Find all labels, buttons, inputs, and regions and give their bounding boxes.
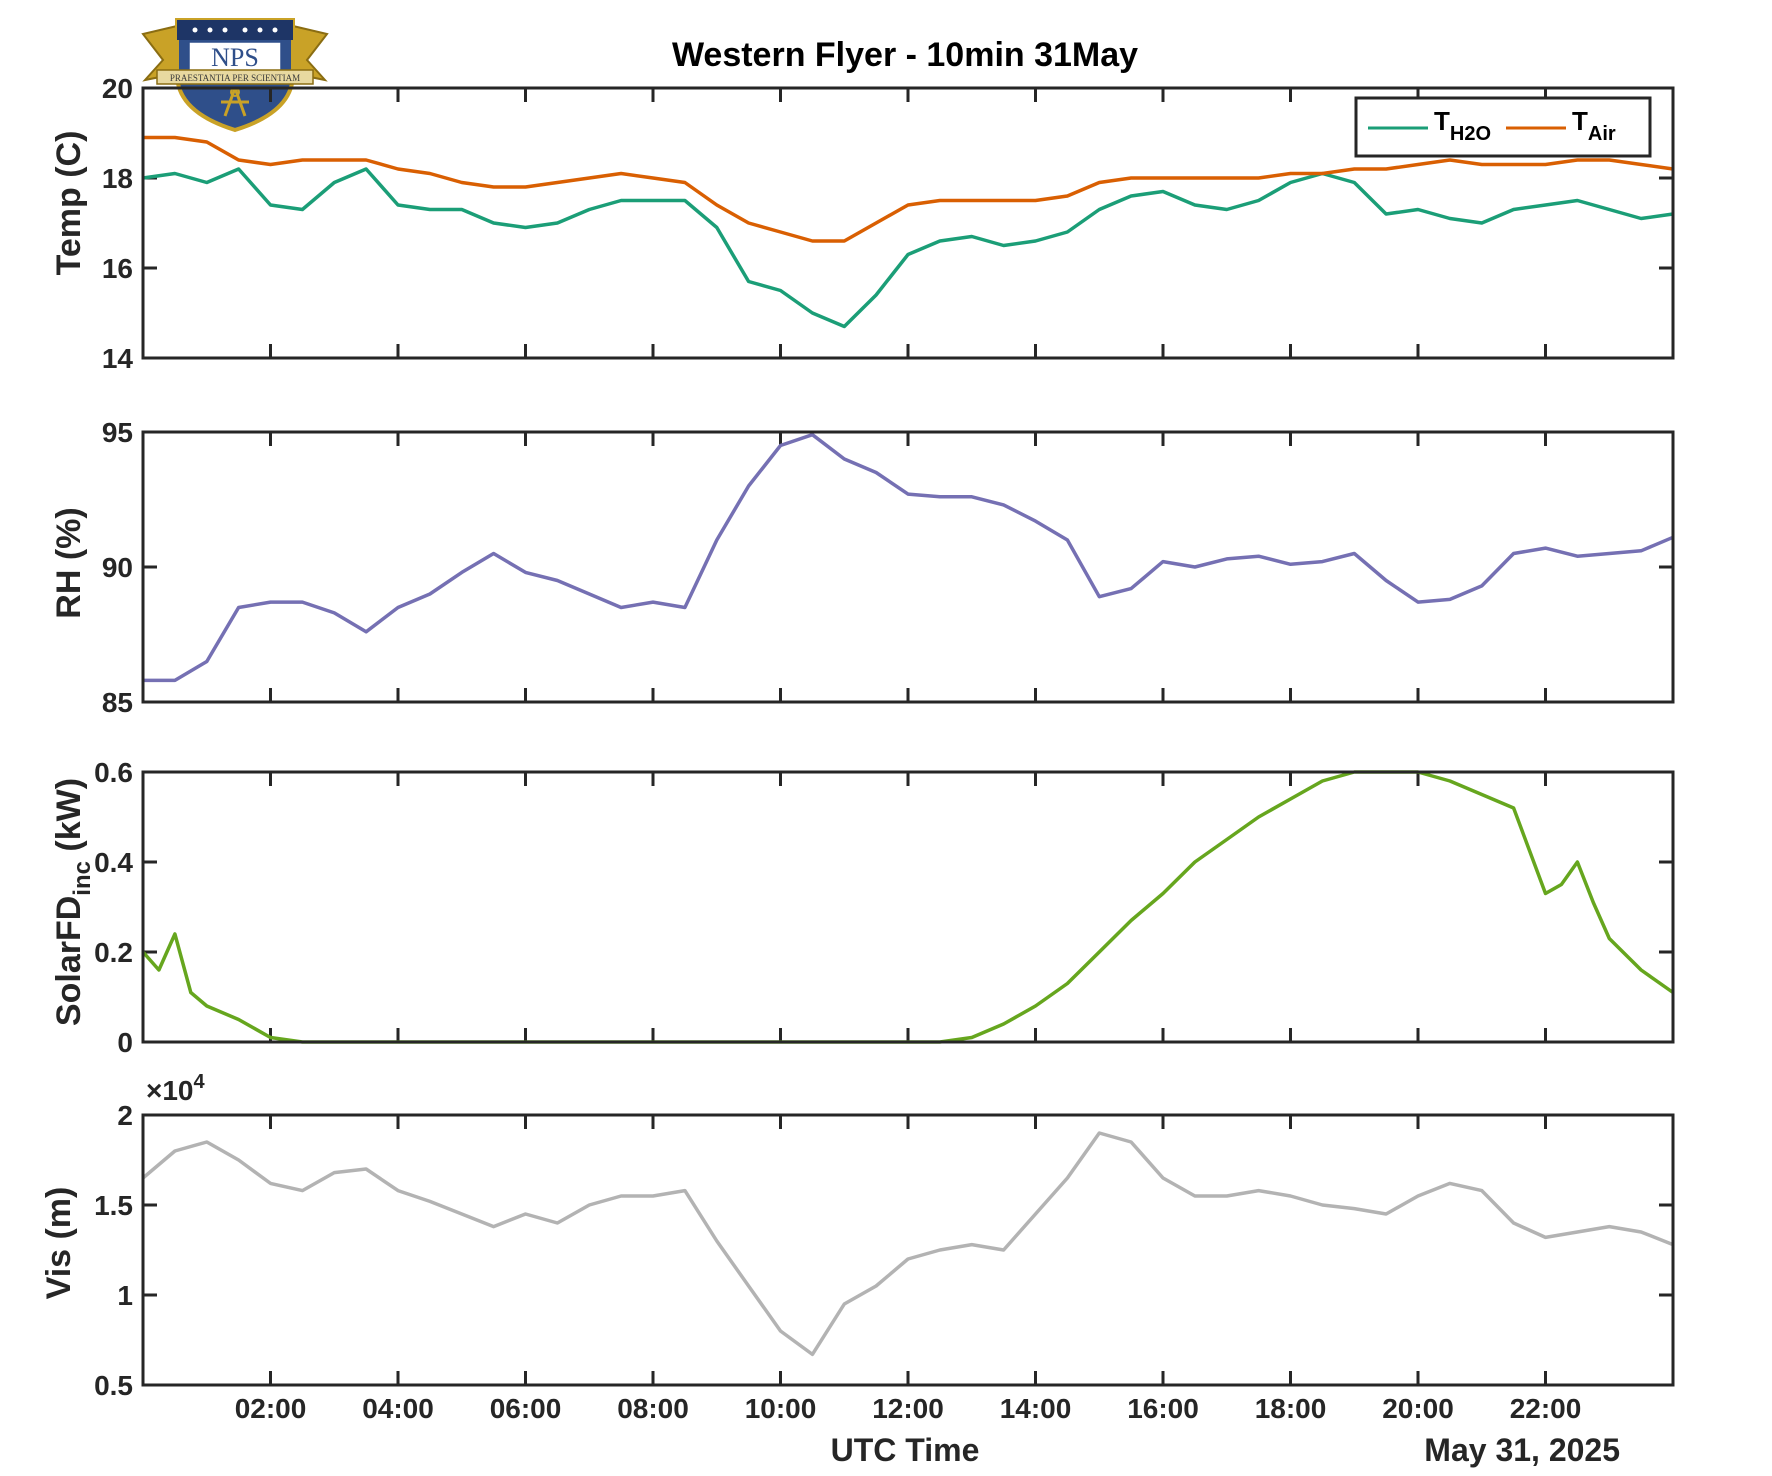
logo-chief-icon xyxy=(177,20,293,40)
solar-series-solarfd-inc-line xyxy=(141,770,1675,1044)
x-tick-label-7: 16:00 xyxy=(1127,1393,1199,1424)
ylabel-relative-humidity: RH (%) xyxy=(50,507,88,618)
x-tick-label-1: 04:00 xyxy=(362,1393,434,1424)
rh-ytick-label-0: 85 xyxy=(102,687,133,718)
panel-visibility: 0.5 1 1.5 2 xyxy=(94,1100,1675,1401)
logo-motto-ribbon-icon xyxy=(156,69,314,85)
x-tick-label-3: 08:00 xyxy=(617,1393,689,1424)
vis-axes-box xyxy=(141,1113,1675,1387)
legend: TH2O TAir xyxy=(1354,96,1652,158)
temp-axes-box xyxy=(141,86,1675,360)
rh-ytick-label-1: 90 xyxy=(102,552,133,583)
temp-series-t-h2o-line xyxy=(142,167,1674,329)
temp-ytick-label-1: 16 xyxy=(102,253,133,284)
x-tick-label-10: 22:00 xyxy=(1510,1393,1582,1424)
temp-series-t-air-line xyxy=(143,135,1674,243)
x-tick-label-4: 10:00 xyxy=(745,1393,817,1424)
vis-exponent-label: ×104 xyxy=(146,1071,206,1106)
solar-axes-box xyxy=(141,770,1675,1044)
x-tick-labels: 02:00 04:00 06:00 08:00 10:00 12:00 14:00 16:00… xyxy=(235,1393,1582,1424)
logo-text: NPS xyxy=(211,43,259,72)
panel-relative-humidity: 85 90 95 xyxy=(102,417,1675,718)
logo-anchor-icon xyxy=(221,87,249,117)
rh-series-rh-line xyxy=(143,432,1674,683)
x-tick-label-9: 20:00 xyxy=(1382,1393,1454,1424)
solar-ytick-label-1: 0.2 xyxy=(94,937,133,968)
panel-solar-flux: 0 0.2 0.4 0.6 xyxy=(94,757,1675,1058)
x-axis-label: UTC Time xyxy=(831,1432,980,1468)
vis-series-vis-line xyxy=(141,1131,1674,1357)
nps-logo: NPS PRAESTANTIA PER SCIENTIAM xyxy=(141,18,329,133)
vis-ytick-label-3: 2 xyxy=(117,1100,133,1131)
solar-ytick-label-2: 0.4 xyxy=(94,847,133,878)
temp-ytick-label-0: 14 xyxy=(102,343,134,374)
vis-ytick-label-2: 1.5 xyxy=(94,1190,133,1221)
ylabel-visibility: Vis (m) xyxy=(40,1187,78,1300)
temp-ytick-label-2: 18 xyxy=(102,163,133,194)
ylabel-solar-flux: SolarFDinc (kW) xyxy=(50,778,96,1026)
vis-ytick-label-0: 0.5 xyxy=(94,1370,133,1401)
x-tick-label-5: 12:00 xyxy=(872,1393,944,1424)
x-tick-label-0: 02:00 xyxy=(235,1393,307,1424)
rh-axes-box xyxy=(141,430,1675,704)
logo-stars-icon xyxy=(192,27,278,33)
legend-label-t-air: TAir xyxy=(1572,106,1616,145)
x-tick-label-6: 14:00 xyxy=(1000,1393,1072,1424)
chart-title: Western Flyer - 10min 31May xyxy=(672,36,1138,74)
ylabel-temperature: Temp (C) xyxy=(50,131,88,276)
vis-ytick-label-1: 1 xyxy=(117,1280,133,1311)
solar-ytick-label-0: 0 xyxy=(117,1027,133,1058)
legend-label-t-h2o: TH2O xyxy=(1434,106,1491,145)
x-tick-label-2: 06:00 xyxy=(490,1393,562,1424)
x-tick-label-8: 18:00 xyxy=(1255,1393,1327,1424)
logo-motto: PRAESTANTIA PER SCIENTIAM xyxy=(170,73,300,83)
temp-ytick-label-3: 20 xyxy=(102,73,133,104)
solar-ytick-label-3: 0.6 xyxy=(94,757,133,788)
rh-ytick-label-2: 95 xyxy=(102,417,133,448)
panel-temperature: 14 16 18 20 xyxy=(102,73,1675,374)
x-axis-date-label: May 31, 2025 xyxy=(1424,1432,1620,1468)
